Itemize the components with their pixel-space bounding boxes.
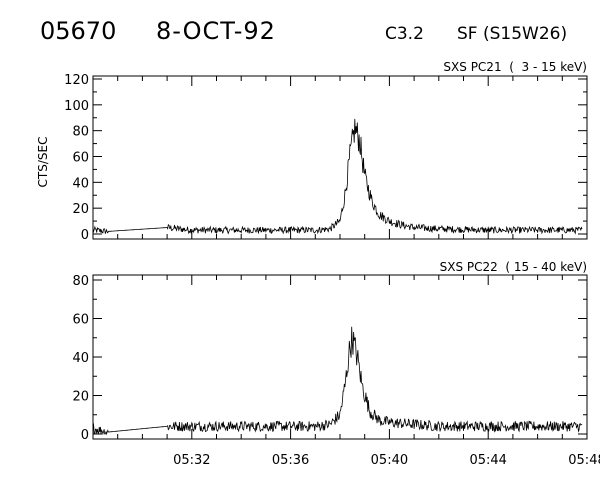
event-date: 8-OCT-92: [156, 17, 276, 45]
panel2-xtick-label: 05:44: [469, 453, 506, 468]
panel1-series-line: [92, 118, 583, 235]
goes-class: C3.2: [385, 24, 424, 44]
y-axis-label: CTS/SEC: [36, 137, 50, 188]
panel2-plot: 0 20 40 60 80 05:32 05:36 05:40 05:44 05:48: [72, 274, 600, 468]
flare-location: SF (S15W26): [457, 24, 567, 44]
panel2-xtick-label: 05:40: [371, 453, 408, 468]
panel1-title: SXS PC21 ( 3 - 15 keV): [443, 60, 587, 74]
panel2-series-line: [92, 326, 583, 436]
panel2-ytick-label: 80: [72, 274, 89, 289]
panel1-plot: 0 20 40 60 80 100 120: [64, 73, 588, 243]
event-id: 05670: [40, 17, 116, 45]
panel2-title: SXS PC22 ( 15 - 40 keV): [440, 260, 587, 274]
panel2-ytick-label: 60: [72, 313, 89, 328]
panel1-ytick-label: 80: [72, 125, 89, 140]
panel1-ytick-label: 120: [64, 73, 89, 88]
panel2-xtick-label: 05:36: [272, 453, 309, 468]
panel2-ytick-label: 20: [72, 390, 89, 405]
panel1-frame: [92, 75, 588, 240]
panel2-xtick-label: 05:32: [173, 453, 210, 468]
panel2-xtick-label: 05:48: [568, 453, 600, 468]
panel1-ytick-label: 60: [72, 151, 89, 166]
panel2-ytick-label: 0: [81, 428, 89, 443]
panel1-ytick-label: 0: [81, 228, 89, 243]
panel1-ytick-label: 40: [72, 176, 89, 191]
panel2-ytick-label: 40: [72, 351, 89, 366]
panel1-ytick-label: 100: [64, 99, 89, 114]
panel1-ytick-label: 20: [72, 202, 89, 217]
